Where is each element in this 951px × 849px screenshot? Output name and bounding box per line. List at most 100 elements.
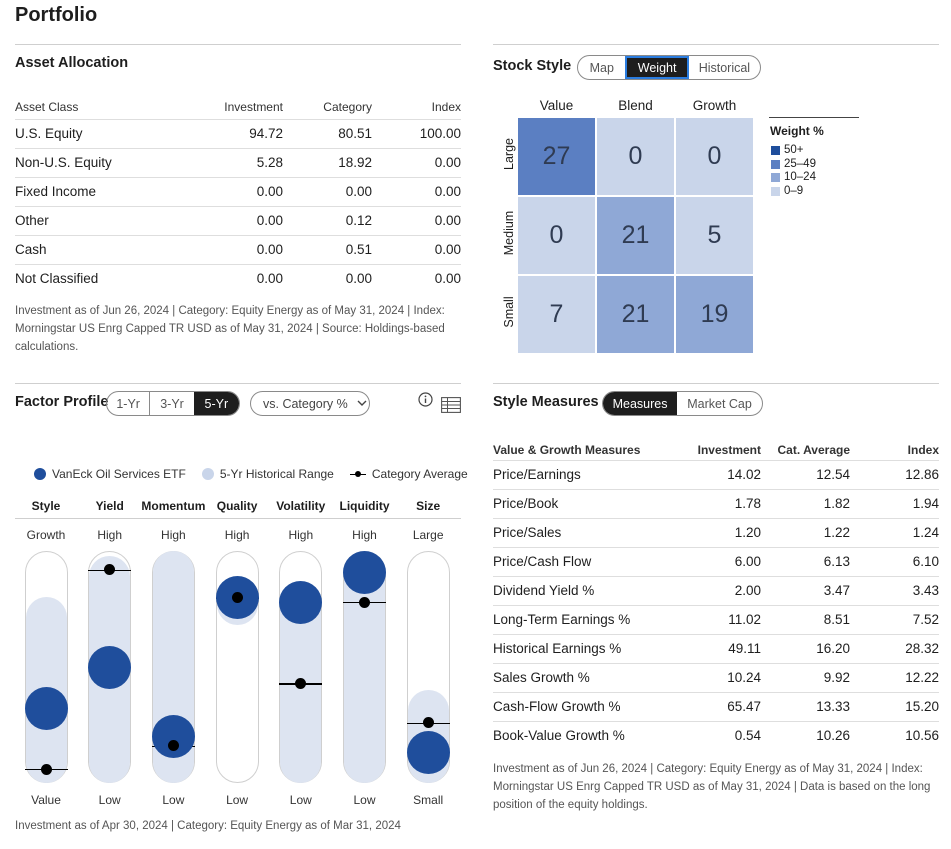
tab-market-cap[interactable]: Market Cap bbox=[687, 396, 752, 411]
tab-weight[interactable]: Weight bbox=[625, 56, 689, 79]
cell-index: 0.00 bbox=[434, 213, 461, 228]
cell-investment: 0.00 bbox=[256, 213, 283, 228]
factor-top-label: High bbox=[161, 528, 186, 542]
fund-dot bbox=[88, 645, 132, 689]
row-divider bbox=[15, 235, 461, 236]
style-box-cell: 0 bbox=[518, 197, 595, 274]
measure-index: 28.32 bbox=[905, 641, 939, 656]
category-avg-dot bbox=[40, 763, 52, 775]
legend-range: 5-Yr Historical Range bbox=[219, 467, 334, 481]
factor-bottom-label: Low bbox=[289, 793, 312, 807]
legend-fund: VanEck Oil Services ETF bbox=[52, 467, 186, 481]
style-box-cell: 0 bbox=[676, 118, 753, 195]
style-box-cell: 21 bbox=[597, 197, 674, 274]
measure-cat-average: 3.47 bbox=[823, 583, 850, 598]
legend-avg: Category Average bbox=[371, 467, 468, 481]
legend-label: 25–49 bbox=[784, 157, 816, 170]
factor-top-label: High bbox=[224, 528, 250, 542]
category-avg-dot bbox=[295, 677, 307, 689]
measure-cat-average: 13.33 bbox=[816, 699, 850, 714]
measure-index: 12.22 bbox=[905, 670, 939, 685]
cell-investment: 0.00 bbox=[256, 242, 283, 257]
factor-top-label: High bbox=[352, 528, 377, 542]
factor-name: Momentum bbox=[141, 499, 206, 513]
category-avg-dot bbox=[422, 717, 434, 729]
style-measures-footnote: Investment as of Jun 26, 2024 | Category… bbox=[493, 763, 931, 811]
factor-profile-heading: Factor Profile bbox=[15, 394, 109, 410]
measure-label: Book-Value Growth % bbox=[493, 728, 625, 743]
measure-investment: 49.11 bbox=[728, 641, 761, 656]
style-box-cell: 5 bbox=[676, 197, 753, 274]
factor-bottom-label: Low bbox=[98, 793, 121, 807]
table-view-icon[interactable] bbox=[441, 397, 461, 413]
measure-index: 3.43 bbox=[912, 583, 939, 598]
style-box-cell: 0 bbox=[597, 118, 674, 195]
row-divider bbox=[493, 634, 939, 635]
measure-investment: 1.78 bbox=[734, 496, 761, 511]
col-sm-index: Index bbox=[907, 443, 939, 457]
cell-index: 0.00 bbox=[434, 184, 461, 199]
row-divider bbox=[493, 605, 939, 606]
measure-index: 10.56 bbox=[905, 728, 939, 743]
row-label: Fixed Income bbox=[15, 184, 97, 199]
measure-cat-average: 1.82 bbox=[823, 496, 850, 511]
measure-cat-average: 8.51 bbox=[823, 612, 850, 627]
tab-1yr[interactable]: 1-Yr bbox=[107, 392, 151, 415]
row-label: Other bbox=[15, 213, 49, 228]
measure-cat-average: 16.20 bbox=[816, 641, 850, 656]
tab-map[interactable]: Map bbox=[589, 60, 614, 75]
measure-cat-average: 1.22 bbox=[823, 525, 850, 540]
info-icon[interactable] bbox=[418, 392, 433, 407]
measure-investment: 10.24 bbox=[727, 670, 761, 685]
legend-swatch bbox=[771, 146, 780, 156]
range-dot-icon bbox=[201, 468, 214, 480]
cell-investment: 5.28 bbox=[256, 155, 283, 170]
factor-bottom-label: Low bbox=[353, 793, 376, 807]
compare-select[interactable]: vs. Category % bbox=[250, 391, 370, 416]
cell-category: 0.00 bbox=[345, 271, 372, 286]
measure-index: 7.52 bbox=[912, 612, 939, 627]
factor-top-label: High bbox=[288, 528, 314, 542]
measure-label: Price/Earnings bbox=[493, 467, 581, 482]
col-index: Index bbox=[431, 100, 461, 114]
fund-dot bbox=[279, 580, 323, 624]
style-row-large: Large bbox=[502, 138, 516, 170]
factor-legend: VanEck Oil Services ETF 5-Yr Historical … bbox=[34, 467, 468, 481]
row-label: U.S. Equity bbox=[15, 126, 83, 141]
chevron-down-icon bbox=[357, 400, 367, 406]
row-divider bbox=[15, 206, 461, 207]
legend-swatch bbox=[771, 159, 780, 169]
factor-name: Style bbox=[31, 499, 61, 513]
category-avg-dot bbox=[359, 596, 370, 608]
asset-allocation-footnote: Investment as of Jun 26, 2024 | Category… bbox=[15, 305, 445, 353]
tab-3yr[interactable]: 3-Yr bbox=[160, 396, 184, 411]
divider bbox=[493, 383, 939, 384]
tab-5yr[interactable]: 5-Yr bbox=[193, 392, 239, 415]
tab-measures[interactable]: Measures bbox=[603, 392, 678, 415]
stock-style-heading: Stock Style bbox=[493, 58, 572, 74]
style-col-growth: Growth bbox=[692, 98, 737, 113]
asset-allocation-heading: Asset Allocation bbox=[15, 55, 129, 71]
factor-top-label: Growth bbox=[26, 528, 66, 542]
row-divider bbox=[493, 721, 939, 722]
row-divider bbox=[493, 489, 939, 490]
style-measures-tabs: Measures Market Cap bbox=[602, 391, 763, 416]
row-label: Non-U.S. Equity bbox=[15, 155, 112, 170]
fund-dot-icon bbox=[34, 468, 46, 480]
col-sm-investment: Investment bbox=[697, 443, 761, 457]
divider bbox=[493, 44, 939, 45]
row-label: Cash bbox=[15, 242, 47, 257]
factor-bottom-label: Value bbox=[31, 793, 61, 807]
factor-top-label: High bbox=[97, 528, 123, 542]
factor-name: Volatility bbox=[276, 499, 326, 513]
weight-legend-title: Weight % bbox=[770, 124, 824, 138]
row-divider bbox=[493, 663, 939, 664]
fund-dot bbox=[343, 551, 386, 594]
tab-historical[interactable]: Historical bbox=[698, 60, 751, 75]
fund-dot bbox=[151, 715, 195, 759]
factor-name: Liquidity bbox=[339, 499, 390, 513]
page-title: Portfolio bbox=[15, 4, 98, 26]
col-category: Category bbox=[323, 100, 372, 114]
col-measure: Value & Growth Measures bbox=[493, 443, 641, 457]
measure-investment: 14.02 bbox=[727, 467, 761, 482]
